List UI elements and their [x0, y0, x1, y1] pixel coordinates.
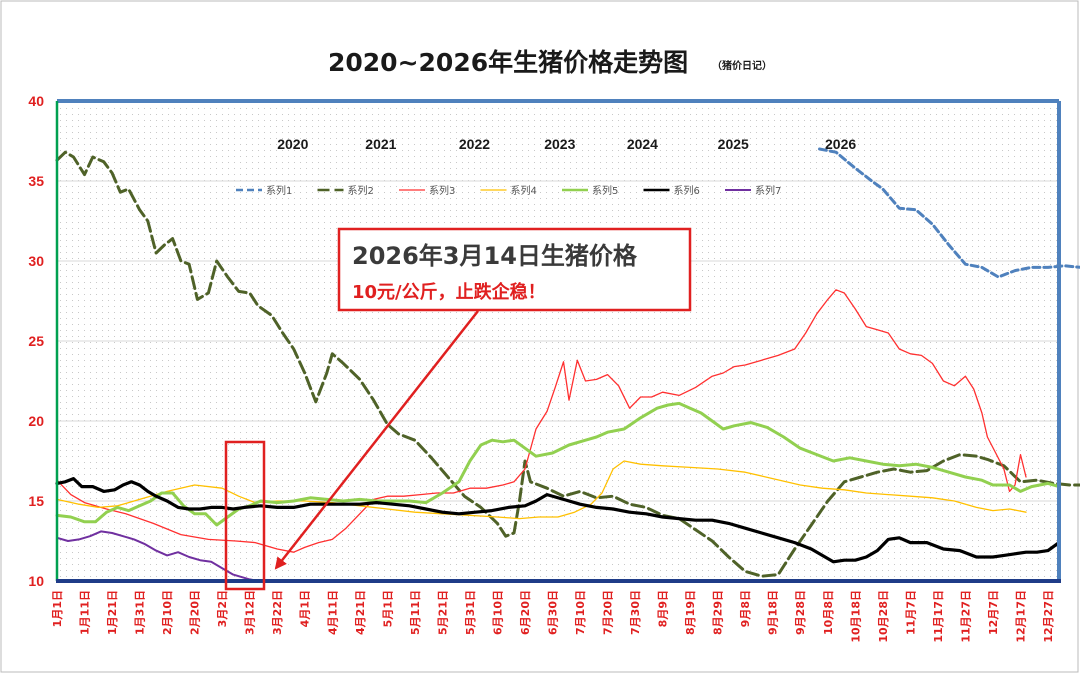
x-tick-label: 11月27日: [959, 590, 972, 643]
x-tick-label: 4月11日: [326, 590, 339, 635]
x-tick-label: 5月31日: [464, 590, 477, 635]
x-tick-label: 7月10日: [574, 590, 587, 635]
legend-label: 系列6: [674, 184, 700, 197]
series-line-6: [55, 477, 1061, 564]
x-tick-label: 12月27日: [1042, 590, 1055, 643]
legend-label: 系列4: [511, 184, 537, 197]
chart-subtitle: （猪价日记）: [712, 59, 772, 72]
chart-title: 2020~2026年生猪价格走势图: [328, 48, 688, 77]
x-tick-label: 7月20日: [602, 590, 615, 635]
x-tick-label: 11月7日: [904, 590, 917, 635]
x-tick-label: 2月10日: [161, 590, 174, 635]
y-axis-ticks: 10 15 20 25 30 35 40: [28, 93, 44, 589]
x-tick-label: 10月28日: [877, 590, 890, 643]
y-tick-label: 40: [28, 93, 44, 109]
annotation-line1: 2026年3月14日生猪价格: [352, 242, 638, 270]
annotation-line2: 10元/公斤，止跌企稳！: [352, 281, 546, 303]
annotation-arrow: [274, 310, 479, 570]
y-tick-label: 15: [28, 493, 44, 509]
x-tick-label: 7月30日: [629, 590, 642, 635]
x-tick-label: 5月1日: [381, 590, 394, 627]
x-tick-label: 8月9日: [657, 590, 670, 627]
y-tick-label: 30: [28, 253, 44, 269]
series-line-3: [56, 289, 1027, 553]
series-lines: [55, 147, 1080, 582]
year-label: 2025: [718, 136, 749, 152]
x-tick-label: 1月11日: [79, 590, 92, 635]
legend: 系列1 系列2 系列3 系列4 系列5 系列6 系列7: [236, 184, 781, 197]
annotation-box: [337, 227, 692, 312]
series-line-4: [56, 460, 1027, 520]
series-line-2: [55, 150, 1080, 578]
highlight-box: [224, 440, 266, 591]
series-line-1: [818, 147, 1080, 279]
y-tick-label: 10: [28, 573, 44, 589]
series-line-7: [56, 530, 259, 582]
legend-label: 系列3: [429, 184, 455, 197]
x-tick-label: 3月22日: [271, 590, 284, 635]
legend-label: 系列7: [755, 184, 781, 197]
x-axis-ticks: 1月1日 1月11日 1月21日 1月31日 2月10日 2月20日 3月2日 3月12日 3月…: [51, 590, 1055, 643]
year-label: 2020: [277, 136, 308, 152]
y-tick-label: 25: [28, 333, 44, 349]
x-tick-label: 3月2日: [216, 590, 229, 627]
legend-label: 系列1: [266, 184, 292, 197]
year-label: 2026: [825, 136, 856, 152]
x-tick-label: 1月31日: [134, 590, 147, 635]
x-tick-label: 6月30日: [546, 590, 559, 635]
x-tick-label: 4月1日: [299, 590, 312, 627]
year-labels: 2020 2021 2022 2023 2024 2025 2026: [277, 136, 856, 152]
x-tick-label: 6月10日: [491, 590, 504, 635]
y-tick-label: 20: [28, 413, 44, 429]
x-tick-label: 3月12日: [244, 590, 257, 635]
year-label: 2024: [627, 136, 658, 152]
x-tick-label: 6月20日: [519, 590, 532, 635]
x-tick-label: 10月8日: [822, 590, 835, 635]
x-tick-label: 5月21日: [436, 590, 449, 635]
year-label: 2022: [459, 136, 490, 152]
x-tick-label: 4月21日: [354, 590, 367, 635]
x-tick-label: 5月11日: [409, 590, 422, 635]
y-tick-label: 35: [28, 173, 44, 189]
year-label: 2021: [365, 136, 396, 152]
x-tick-label: 12月7日: [987, 590, 1000, 635]
legend-label: 系列5: [592, 184, 618, 197]
x-tick-label: 11月17日: [932, 590, 945, 643]
x-tick-label: 8月19日: [684, 590, 697, 635]
series-line-5: [55, 401, 1061, 527]
grid-lines: [57, 180, 1059, 502]
x-tick-label: 12月17日: [1014, 590, 1027, 643]
x-tick-label: 10月18日: [849, 590, 862, 643]
x-tick-label: 1月21日: [106, 590, 119, 635]
x-tick-label: 9月8日: [739, 590, 752, 627]
x-tick-label: 1月1日: [51, 590, 64, 627]
x-tick-label: 9月18日: [767, 590, 780, 635]
year-label: 2023: [544, 136, 575, 152]
x-tick-label: 8月29日: [712, 590, 725, 635]
x-tick-label: 2月20日: [189, 590, 202, 635]
legend-label: 系列2: [348, 184, 374, 197]
x-tick-label: 9月28日: [794, 590, 807, 635]
